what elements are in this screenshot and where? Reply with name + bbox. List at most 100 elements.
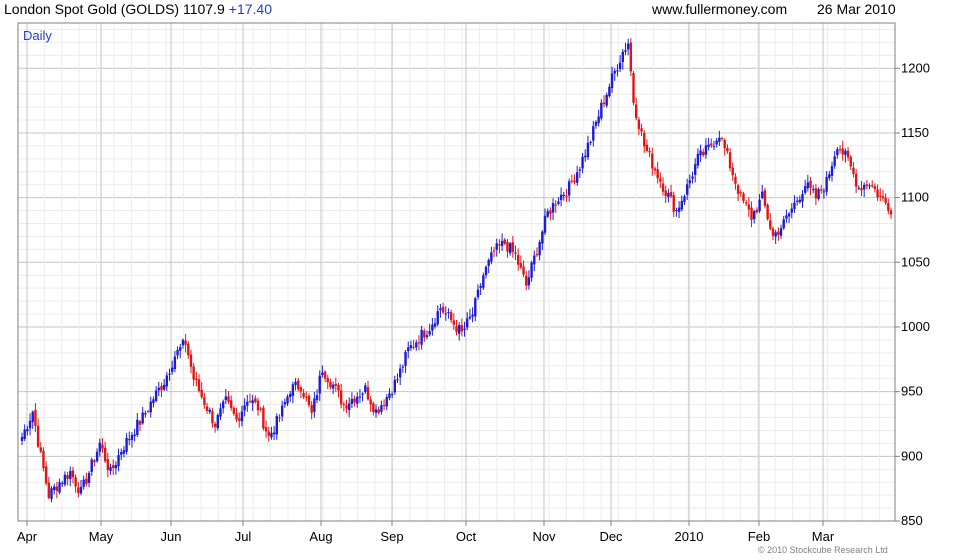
candle-body (318, 375, 321, 394)
y-axis: 850 900 950 1000 1050 1100 1150 1200 (895, 60, 930, 528)
candle-body (283, 402, 287, 405)
candle-body (246, 401, 249, 406)
candle-body (396, 379, 399, 381)
candle-body (433, 323, 437, 327)
candle-body (508, 243, 512, 254)
candle-body (820, 189, 823, 191)
candle-body (256, 400, 260, 411)
candle-body (860, 188, 863, 191)
candle-body (487, 259, 490, 267)
y-tick-label: 1000 (901, 319, 930, 334)
candle-body (887, 203, 890, 211)
candle-body (661, 183, 665, 192)
candle-body (774, 232, 777, 237)
candle-body (275, 416, 278, 435)
candle-body (651, 153, 654, 169)
candle-body (326, 378, 329, 383)
candle-body (806, 182, 810, 189)
candle-body (546, 211, 549, 217)
x-tick-label: Mar (812, 529, 835, 544)
candle-body (420, 329, 423, 345)
candle-body (262, 407, 265, 429)
candle-body (592, 126, 595, 141)
candle-body (683, 196, 686, 203)
candle-body (790, 208, 793, 213)
candle-body (637, 119, 641, 129)
candle-body (715, 140, 718, 145)
candle-body (254, 398, 257, 402)
candle-body (626, 43, 630, 50)
candle-body (98, 442, 101, 452)
candle-body (731, 167, 734, 176)
candle-body (227, 396, 230, 402)
candle-body (216, 415, 219, 429)
candle-body (356, 396, 359, 404)
candle-body (761, 191, 764, 198)
y-tick-label: 1100 (901, 190, 929, 205)
candle-body (586, 142, 590, 158)
candle-body (763, 190, 767, 206)
candle-body (873, 186, 877, 189)
candle-body (830, 165, 834, 176)
candle-body (364, 385, 367, 392)
candle-body (409, 345, 413, 349)
candle-body (315, 395, 319, 401)
y-tick-label: 1050 (901, 254, 930, 269)
candle-body (208, 409, 211, 412)
candle-body (366, 387, 370, 400)
candle-body (672, 195, 675, 212)
candle-body (165, 375, 169, 387)
candle-body (659, 178, 662, 182)
candle-body (103, 447, 107, 462)
x-tick-label: Dec (599, 529, 623, 544)
candle-body (648, 151, 651, 153)
candle-body (329, 381, 332, 388)
candle-body (801, 194, 804, 202)
candle-body (565, 195, 568, 197)
candle-body (656, 169, 659, 179)
candle-body (777, 231, 780, 235)
candle-body (42, 450, 45, 469)
candle-body (294, 381, 297, 385)
candle-body (146, 411, 150, 413)
candle-body (412, 346, 415, 348)
candle-body (857, 187, 861, 189)
candle-body (74, 477, 77, 487)
candle-body (321, 372, 324, 376)
candle-body (613, 70, 616, 74)
y-tick-label: 950 (901, 384, 923, 399)
candle-body (192, 366, 195, 380)
candle-body (718, 137, 721, 142)
candle-body (85, 478, 88, 484)
candle-body (213, 423, 217, 427)
candle-body (747, 204, 751, 210)
candle-body (109, 466, 112, 472)
candle-body (305, 396, 308, 398)
candle-body (50, 488, 53, 499)
candle-body (814, 188, 818, 199)
candle-body (632, 73, 635, 103)
candle-body (47, 482, 51, 498)
candle-body (549, 210, 552, 214)
candle-body (841, 148, 844, 155)
copyright-text: © 2010 Stockcube Research Ltd (758, 545, 888, 555)
candle-body (238, 418, 241, 421)
candle-body (680, 200, 683, 210)
candle-body (101, 444, 104, 449)
candle-body (635, 104, 638, 119)
candle-body (401, 366, 405, 368)
candle-body (291, 384, 295, 396)
candle-body (184, 340, 187, 345)
candle-body (168, 373, 171, 375)
candle-body (232, 407, 236, 414)
candle-body (160, 385, 163, 391)
candle-body (95, 451, 99, 462)
candle-body (734, 176, 737, 184)
candle-body (270, 432, 273, 438)
candle-body (782, 219, 785, 229)
candle-body (519, 263, 523, 268)
website-link[interactable]: www.fullermoney.com (652, 1, 788, 17)
candle-body (339, 390, 343, 405)
candle-body (476, 289, 480, 298)
candle-body (463, 328, 466, 330)
